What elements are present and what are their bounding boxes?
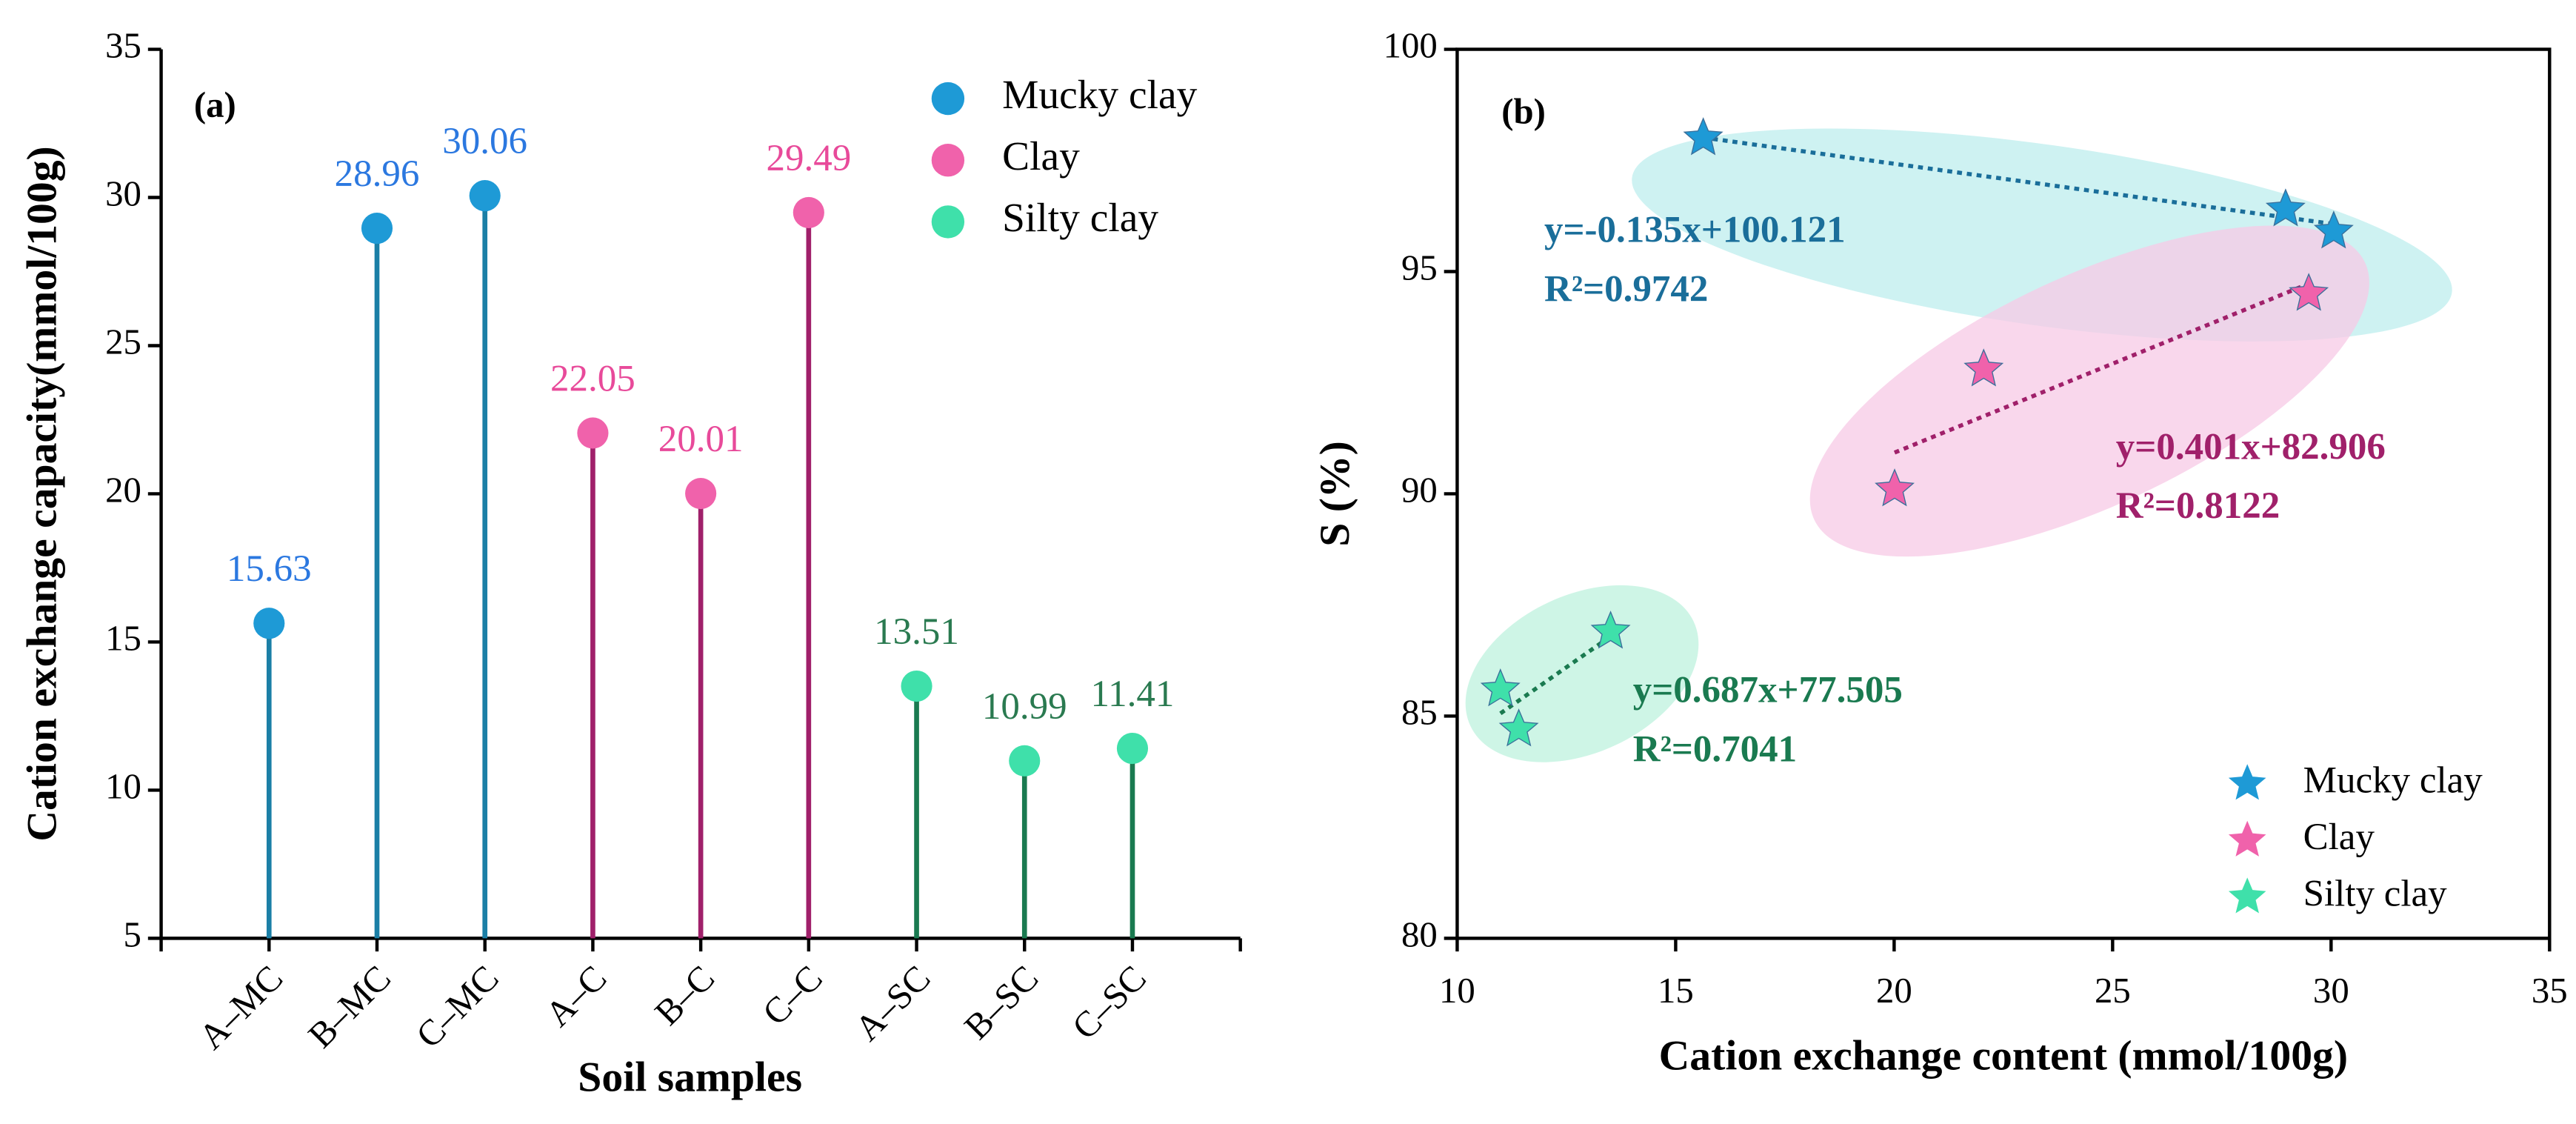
x-tick-label: B–SC [957,958,1047,1048]
value-label: 29.49 [766,138,851,179]
legend-marker [2228,877,2266,914]
value-label: 28.96 [335,153,420,195]
dot [1116,732,1149,765]
value-label: 10.99 [982,686,1067,728]
y-tick-label: 5 [124,915,141,955]
x-tick-label: B–C [647,958,722,1033]
r-squared: R²=0.9742 [1544,268,1708,310]
y-tick-label: 35 [105,26,141,66]
x-tick-label: A–SC [847,958,938,1049]
x-axis-label: Cation exchange content (mmol/100g) [1659,1033,2348,1080]
point [2313,210,2354,249]
x-tick-label: C–C [755,958,830,1033]
x-tick-label: 30 [2313,971,2349,1011]
y-axis-label: S (%) [1312,441,1358,547]
x-tick-label: 25 [2095,971,2131,1011]
equation: y=-0.135x+100.121 [1544,210,1846,251]
y-tick-label: 10 [105,767,141,807]
x-tick-label: 35 [2532,971,2568,1011]
annotation: (a) [194,85,236,125]
legend-label: Silty clay [2303,874,2448,915]
x-tick-label: B–MC [301,958,398,1056]
legend-label: Silty clay [1002,195,1158,240]
point [1683,117,1724,156]
y-tick-label: 30 [105,174,141,214]
legend-marker [931,82,965,116]
point [1480,668,1521,707]
y-tick-label: 25 [105,322,141,362]
point [2289,273,2329,311]
point [2265,188,2306,227]
cluster-ellipse [1809,225,2369,557]
y-tick-label: 15 [105,619,141,659]
legend-label: Clay [2303,817,2375,858]
legend-label: Clay [1002,133,1080,179]
legend-marker [2228,764,2266,800]
fit-line [1499,634,1612,716]
point [1963,348,2004,387]
y-axis-label: Cation exchange capacity(mmol/100g) [19,146,66,841]
value-label: 22.05 [550,358,635,399]
dot [1009,745,1041,777]
x-tick-label: C–MC [409,958,507,1056]
y-tick-label: 80 [1401,915,1438,955]
annotation: (b) [1501,91,1546,131]
legend-marker [931,205,965,239]
dot [793,196,824,228]
dot [361,213,393,245]
value-label: 20.01 [658,419,744,460]
dot [577,417,609,449]
x-tick-label: A–C [538,958,614,1034]
equation: y=0.687x+77.505 [1633,670,1903,711]
value-label: 30.06 [442,121,527,162]
x-tick-label: A–MC [191,958,290,1057]
x-tick-label: 20 [1876,971,1912,1011]
legend-label: Mucky clay [2303,760,2483,802]
y-tick-label: 100 [1384,26,1438,66]
equation: y=0.401x+82.906 [2116,426,2386,468]
cluster-ellipse [1465,585,1699,762]
x-tick-label: C–SC [1064,958,1154,1048]
y-tick-label: 85 [1401,693,1438,733]
value-label: 11.41 [1091,674,1175,715]
r-squared: R²=0.8122 [2116,485,2280,527]
dot [469,180,501,212]
dot [253,608,285,639]
legend-marker [2228,820,2266,857]
legend-label: Mucky clay [1002,72,1198,117]
r-squared: R²=0.7041 [1633,728,1797,770]
y-tick-label: 95 [1401,248,1438,288]
fit-line [1703,135,2335,227]
dot [901,670,932,702]
value-label: 13.51 [874,611,959,653]
x-axis-label: Soil samples [578,1054,802,1101]
point [1498,708,1539,747]
point [1875,468,1915,507]
dot [685,477,717,510]
x-tick-label: 15 [1658,971,1694,1011]
x-tick-label: 10 [1439,971,1475,1011]
point [1590,611,1631,649]
value-label: 15.63 [227,548,312,590]
y-tick-label: 20 [105,470,141,511]
y-tick-label: 90 [1401,470,1438,511]
legend-marker [931,144,965,177]
